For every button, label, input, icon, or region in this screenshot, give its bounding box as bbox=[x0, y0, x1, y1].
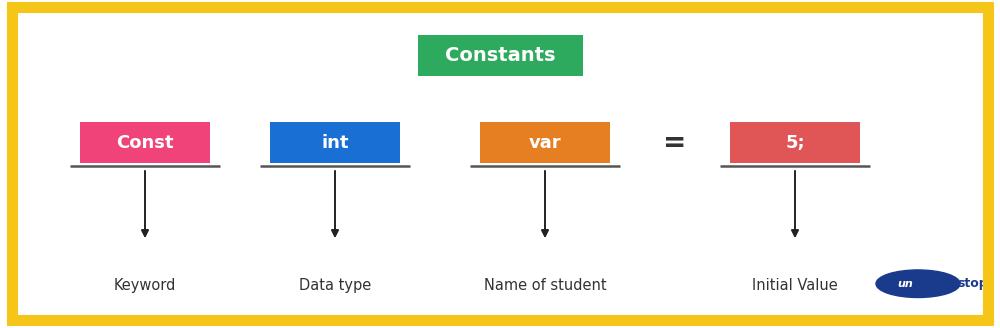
Text: Keyword: Keyword bbox=[114, 278, 176, 293]
Text: Constants: Constants bbox=[445, 46, 555, 65]
FancyBboxPatch shape bbox=[270, 122, 400, 163]
Text: Const: Const bbox=[116, 134, 174, 152]
Text: =: = bbox=[663, 129, 687, 157]
Text: Initial Value: Initial Value bbox=[752, 278, 838, 293]
Text: stop: stop bbox=[958, 277, 988, 290]
Text: Name of student: Name of student bbox=[484, 278, 606, 293]
Circle shape bbox=[876, 270, 960, 297]
FancyBboxPatch shape bbox=[80, 122, 210, 163]
FancyBboxPatch shape bbox=[480, 122, 610, 163]
Text: un: un bbox=[897, 279, 913, 289]
Text: int: int bbox=[321, 134, 349, 152]
Text: 5;: 5; bbox=[785, 134, 805, 152]
Text: Data type: Data type bbox=[299, 278, 371, 293]
FancyBboxPatch shape bbox=[418, 35, 582, 76]
FancyBboxPatch shape bbox=[730, 122, 860, 163]
Text: var: var bbox=[529, 134, 561, 152]
